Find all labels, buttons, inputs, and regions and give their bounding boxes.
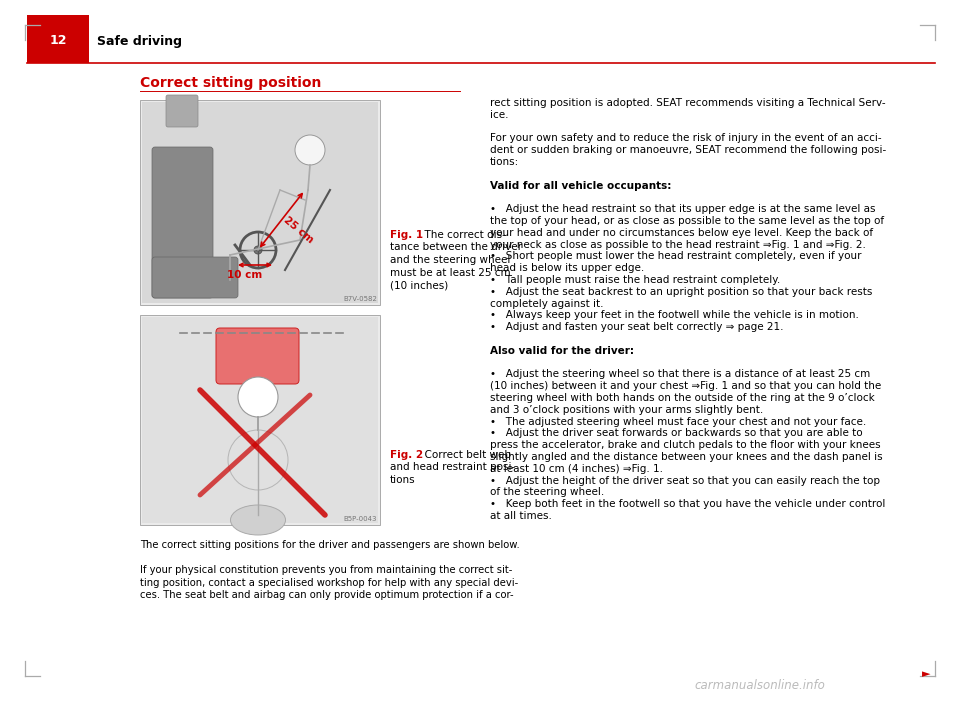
Text: •   Keep both feet in the footwell so that you have the vehicle under control: • Keep both feet in the footwell so that…: [490, 499, 885, 509]
Text: press the accelerator, brake and clutch pedals to the floor with your knees: press the accelerator, brake and clutch …: [490, 440, 880, 450]
Text: tions: tions: [390, 475, 416, 485]
Text: B5P-0043: B5P-0043: [344, 516, 377, 522]
Text: Valid for all vehicle occupants:: Valid for all vehicle occupants:: [490, 181, 671, 191]
Text: must be at least 25 cm: must be at least 25 cm: [390, 268, 511, 278]
Text: at all times.: at all times.: [490, 511, 552, 521]
Circle shape: [254, 246, 262, 254]
Text: ting position, contact a specialised workshop for help with any special devi-: ting position, contact a specialised wor…: [140, 578, 518, 587]
Text: steering wheel with both hands on the outside of the ring at the 9 o’clock: steering wheel with both hands on the ou…: [490, 393, 875, 403]
Text: Correct sitting position: Correct sitting position: [140, 76, 322, 90]
Circle shape: [238, 377, 278, 417]
Bar: [142, 317, 378, 523]
Text: completely against it.: completely against it.: [490, 299, 604, 308]
Text: Fig. 2: Fig. 2: [390, 450, 423, 460]
Bar: [27, 15, 89, 63]
Text: Also valid for the driver:: Also valid for the driver:: [490, 346, 634, 356]
Text: the top of your head, or as close as possible to the same level as the top of: the top of your head, or as close as pos…: [490, 216, 884, 226]
Text: The correct dis-: The correct dis-: [418, 230, 506, 240]
Text: rect sitting position is adopted. SEAT recommends visiting a Technical Serv-: rect sitting position is adopted. SEAT r…: [490, 98, 886, 108]
Text: •   Tall people must raise the head restraint completely.: • Tall people must raise the head restra…: [490, 275, 780, 285]
Ellipse shape: [228, 430, 288, 490]
Text: Safe driving: Safe driving: [97, 34, 182, 48]
Text: 10 cm: 10 cm: [228, 270, 263, 280]
Text: •   The adjusted steering wheel must face your chest and not your face.: • The adjusted steering wheel must face …: [490, 416, 866, 427]
Text: ►: ►: [922, 669, 930, 679]
Bar: [140, 100, 380, 305]
Text: •   Short people must lower the head restraint completely, even if your: • Short people must lower the head restr…: [490, 252, 861, 261]
Text: If your physical constitution prevents you from maintaining the correct sit-: If your physical constitution prevents y…: [140, 565, 513, 575]
FancyBboxPatch shape: [166, 95, 198, 127]
Text: of the steering wheel.: of the steering wheel.: [490, 487, 604, 498]
Text: your neck as close as possible to the head restraint ⇒Fig. 1 and ⇒Fig. 2.: your neck as close as possible to the he…: [490, 240, 866, 250]
Text: at least 10 cm (4 inches) ⇒Fig. 1.: at least 10 cm (4 inches) ⇒Fig. 1.: [490, 464, 663, 474]
Bar: [140, 315, 380, 525]
Text: •   Adjust the head restraint so that its upper edge is at the same level as: • Adjust the head restraint so that its …: [490, 204, 876, 215]
Text: carmanualsonline.info: carmanualsonline.info: [695, 679, 826, 692]
Text: B7V-0582: B7V-0582: [343, 296, 377, 302]
Circle shape: [295, 135, 325, 165]
Text: 25 cm: 25 cm: [281, 215, 315, 245]
Text: head is below its upper edge.: head is below its upper edge.: [490, 263, 644, 273]
Text: tance between the driver: tance between the driver: [390, 243, 522, 252]
Text: •   Always keep your feet in the footwell while the vehicle is in motion.: • Always keep your feet in the footwell …: [490, 311, 859, 320]
Text: ice.: ice.: [490, 110, 509, 120]
FancyBboxPatch shape: [216, 328, 299, 384]
Text: 12: 12: [49, 34, 67, 48]
Text: For your own safety and to reduce the risk of injury in the event of an acci-: For your own safety and to reduce the ri…: [490, 133, 881, 144]
Text: and the steering wheel: and the steering wheel: [390, 255, 511, 265]
Text: •   Adjust and fasten your seat belt correctly ⇒ page 21.: • Adjust and fasten your seat belt corre…: [490, 322, 783, 332]
Text: Fig. 1: Fig. 1: [390, 230, 423, 240]
Text: The correct sitting positions for the driver and passengers are shown below.: The correct sitting positions for the dr…: [140, 540, 519, 550]
Text: •   Adjust the height of the driver seat so that you can easily reach the top: • Adjust the height of the driver seat s…: [490, 475, 880, 486]
Text: Correct belt web: Correct belt web: [418, 450, 511, 460]
FancyBboxPatch shape: [152, 257, 238, 298]
Text: dent or sudden braking or manoeuvre, SEAT recommend the following posi-: dent or sudden braking or manoeuvre, SEA…: [490, 145, 886, 155]
Text: (10 inches): (10 inches): [390, 280, 448, 290]
Text: •   Adjust the driver seat forwards or backwards so that you are able to: • Adjust the driver seat forwards or bac…: [490, 428, 863, 438]
Text: slightly angled and the distance between your knees and the dash panel is: slightly angled and the distance between…: [490, 452, 882, 462]
Text: (10 inches) between it and your chest ⇒Fig. 1 and so that you can hold the: (10 inches) between it and your chest ⇒F…: [490, 381, 881, 391]
Bar: [142, 102, 378, 303]
Text: your head and under no circumstances below eye level. Keep the back of: your head and under no circumstances bel…: [490, 228, 874, 238]
Text: ces. The seat belt and airbag can only provide optimum protection if a cor-: ces. The seat belt and airbag can only p…: [140, 590, 514, 600]
FancyBboxPatch shape: [152, 147, 213, 298]
Text: •   Adjust the seat backrest to an upright position so that your back rests: • Adjust the seat backrest to an upright…: [490, 287, 873, 297]
Text: tions:: tions:: [490, 157, 519, 167]
Ellipse shape: [230, 505, 285, 535]
Text: and 3 o’clock positions with your arms slightly bent.: and 3 o’clock positions with your arms s…: [490, 404, 763, 415]
Text: •   Adjust the steering wheel so that there is a distance of at least 25 cm: • Adjust the steering wheel so that ther…: [490, 369, 871, 379]
Text: and head restraint posi-: and head restraint posi-: [390, 463, 516, 472]
